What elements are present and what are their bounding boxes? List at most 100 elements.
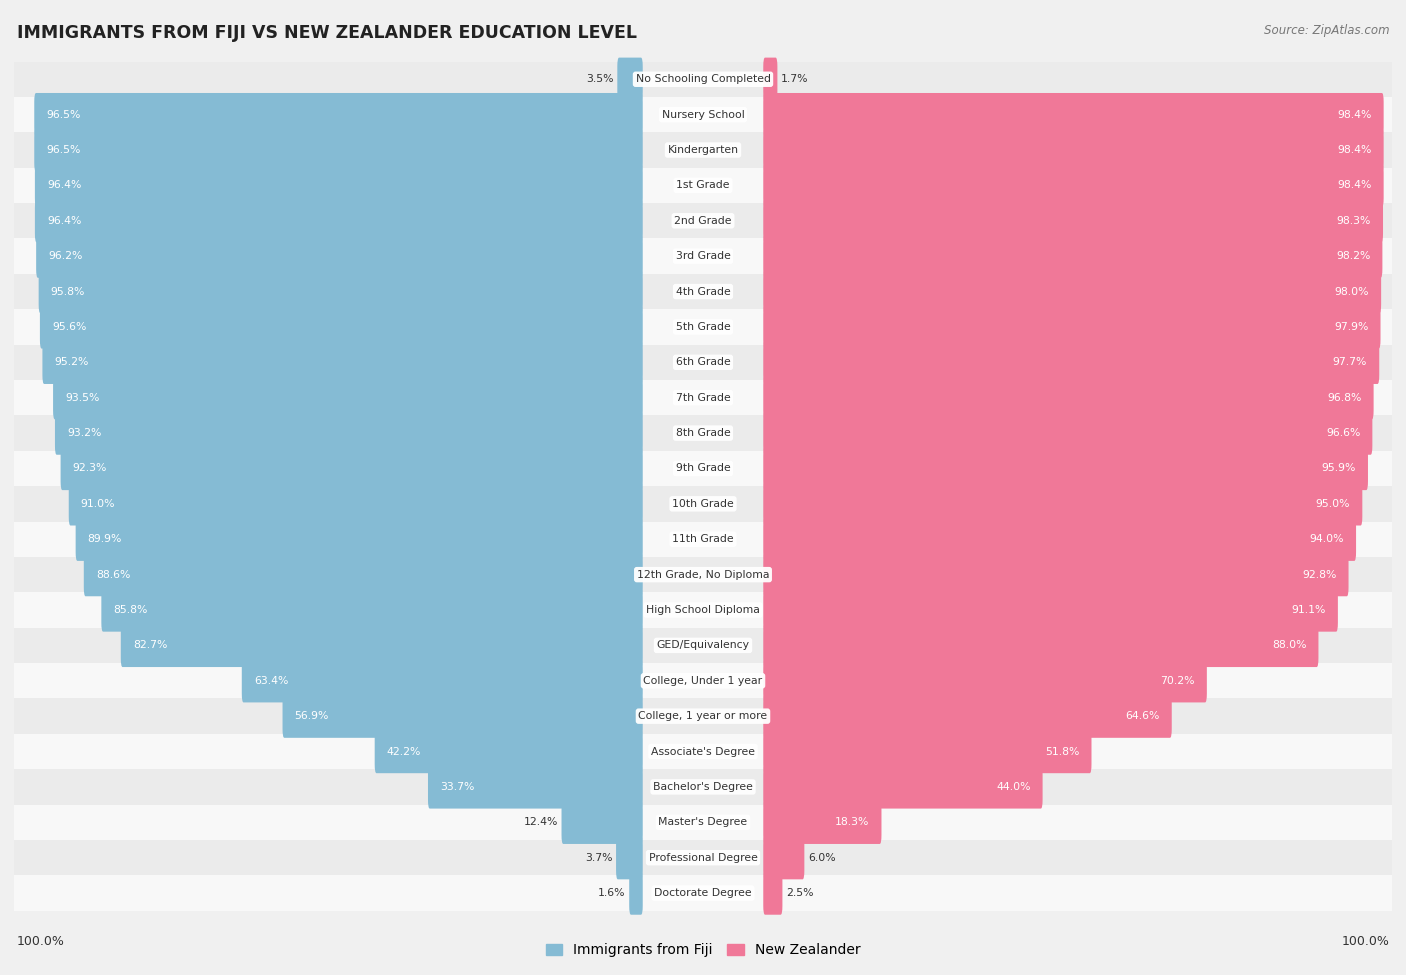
FancyBboxPatch shape — [763, 872, 782, 915]
FancyBboxPatch shape — [763, 340, 1379, 384]
Text: Source: ZipAtlas.com: Source: ZipAtlas.com — [1264, 24, 1389, 37]
Text: Doctorate Degree: Doctorate Degree — [654, 888, 752, 898]
Text: 92.3%: 92.3% — [73, 463, 107, 474]
Text: 96.5%: 96.5% — [46, 145, 80, 155]
Text: 3.5%: 3.5% — [586, 74, 613, 84]
Bar — [14, 344, 1392, 380]
Text: 2nd Grade: 2nd Grade — [675, 215, 731, 226]
FancyBboxPatch shape — [35, 199, 643, 243]
FancyBboxPatch shape — [763, 659, 1206, 702]
Text: 18.3%: 18.3% — [835, 817, 869, 828]
Text: 95.8%: 95.8% — [51, 287, 86, 296]
Text: 1.6%: 1.6% — [598, 888, 626, 898]
Text: Nursery School: Nursery School — [662, 109, 744, 120]
Text: IMMIGRANTS FROM FIJI VS NEW ZEALANDER EDUCATION LEVEL: IMMIGRANTS FROM FIJI VS NEW ZEALANDER ED… — [17, 24, 637, 42]
FancyBboxPatch shape — [427, 765, 643, 808]
Bar — [14, 97, 1392, 133]
FancyBboxPatch shape — [763, 730, 1091, 773]
Bar — [14, 804, 1392, 840]
Text: 6.0%: 6.0% — [808, 853, 835, 863]
Text: 2.5%: 2.5% — [786, 888, 814, 898]
Bar — [14, 769, 1392, 804]
Bar — [14, 592, 1392, 628]
FancyBboxPatch shape — [763, 235, 1382, 278]
FancyBboxPatch shape — [617, 58, 643, 100]
Text: 7th Grade: 7th Grade — [676, 393, 730, 403]
Text: 3.7%: 3.7% — [585, 853, 612, 863]
Text: 97.7%: 97.7% — [1333, 357, 1367, 368]
Text: 70.2%: 70.2% — [1160, 676, 1195, 685]
Text: 93.2%: 93.2% — [67, 428, 101, 438]
Bar — [14, 840, 1392, 876]
Bar — [14, 133, 1392, 168]
FancyBboxPatch shape — [39, 305, 643, 349]
Text: 33.7%: 33.7% — [440, 782, 474, 792]
Text: Bachelor's Degree: Bachelor's Degree — [652, 782, 754, 792]
Bar — [14, 557, 1392, 592]
FancyBboxPatch shape — [374, 730, 643, 773]
FancyBboxPatch shape — [763, 836, 804, 879]
Text: 3rd Grade: 3rd Grade — [675, 252, 731, 261]
Text: 95.9%: 95.9% — [1322, 463, 1355, 474]
FancyBboxPatch shape — [763, 129, 1384, 172]
Text: 88.0%: 88.0% — [1272, 641, 1306, 650]
Text: 92.8%: 92.8% — [1302, 569, 1337, 579]
Text: 91.0%: 91.0% — [80, 499, 115, 509]
Text: 88.6%: 88.6% — [96, 569, 131, 579]
Text: Kindergarten: Kindergarten — [668, 145, 738, 155]
FancyBboxPatch shape — [561, 800, 643, 844]
FancyBboxPatch shape — [616, 836, 643, 879]
FancyBboxPatch shape — [37, 235, 643, 278]
Text: No Schooling Completed: No Schooling Completed — [636, 74, 770, 84]
Bar — [14, 274, 1392, 309]
FancyBboxPatch shape — [763, 93, 1384, 136]
FancyBboxPatch shape — [763, 199, 1384, 243]
FancyBboxPatch shape — [34, 93, 643, 136]
FancyBboxPatch shape — [763, 58, 778, 100]
FancyBboxPatch shape — [242, 659, 643, 702]
Text: 96.8%: 96.8% — [1327, 393, 1361, 403]
Text: 4th Grade: 4th Grade — [676, 287, 730, 296]
Text: 12.4%: 12.4% — [523, 817, 558, 828]
FancyBboxPatch shape — [763, 376, 1374, 419]
FancyBboxPatch shape — [763, 800, 882, 844]
FancyBboxPatch shape — [34, 129, 643, 172]
Text: 10th Grade: 10th Grade — [672, 499, 734, 509]
FancyBboxPatch shape — [763, 483, 1362, 526]
FancyBboxPatch shape — [35, 164, 643, 207]
Text: 98.4%: 98.4% — [1337, 145, 1372, 155]
FancyBboxPatch shape — [283, 694, 643, 738]
Text: 9th Grade: 9th Grade — [676, 463, 730, 474]
Text: 42.2%: 42.2% — [387, 747, 422, 757]
Text: 93.5%: 93.5% — [65, 393, 100, 403]
Bar — [14, 698, 1392, 734]
Text: 95.2%: 95.2% — [55, 357, 89, 368]
Text: 1st Grade: 1st Grade — [676, 180, 730, 190]
Text: 94.0%: 94.0% — [1309, 534, 1344, 544]
Text: 98.4%: 98.4% — [1337, 109, 1372, 120]
Text: College, 1 year or more: College, 1 year or more — [638, 711, 768, 722]
Text: 98.0%: 98.0% — [1334, 287, 1369, 296]
Text: 98.3%: 98.3% — [1337, 215, 1371, 226]
Text: Associate's Degree: Associate's Degree — [651, 747, 755, 757]
Bar — [14, 168, 1392, 203]
FancyBboxPatch shape — [763, 518, 1355, 561]
FancyBboxPatch shape — [763, 694, 1171, 738]
Text: 44.0%: 44.0% — [995, 782, 1031, 792]
FancyBboxPatch shape — [53, 376, 643, 419]
Bar — [14, 663, 1392, 698]
Text: 96.5%: 96.5% — [46, 109, 80, 120]
FancyBboxPatch shape — [69, 483, 643, 526]
FancyBboxPatch shape — [55, 411, 643, 454]
Bar — [14, 415, 1392, 450]
Text: 100.0%: 100.0% — [17, 935, 65, 948]
Text: 12th Grade, No Diploma: 12th Grade, No Diploma — [637, 569, 769, 579]
Text: 95.6%: 95.6% — [52, 322, 86, 332]
Text: 100.0%: 100.0% — [1341, 935, 1389, 948]
Text: 98.4%: 98.4% — [1337, 180, 1372, 190]
Text: College, Under 1 year: College, Under 1 year — [644, 676, 762, 685]
Text: High School Diploma: High School Diploma — [647, 605, 759, 615]
FancyBboxPatch shape — [38, 270, 643, 313]
FancyBboxPatch shape — [121, 624, 643, 667]
Text: 51.8%: 51.8% — [1045, 747, 1080, 757]
